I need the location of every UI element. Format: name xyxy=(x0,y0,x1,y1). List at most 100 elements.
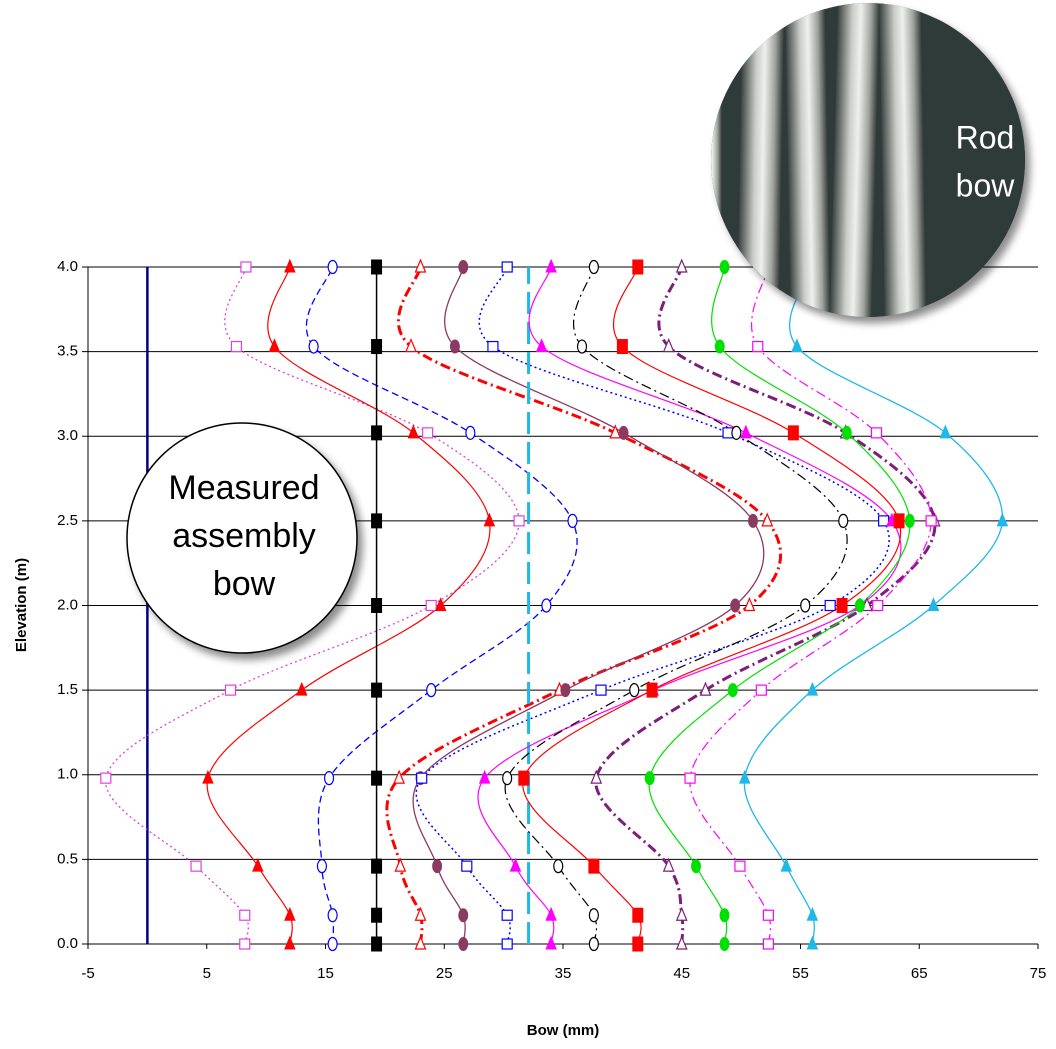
marker xyxy=(541,598,552,613)
photo-label: Rod xyxy=(956,119,1015,155)
marker xyxy=(327,259,338,275)
callout-text: assembly xyxy=(172,517,316,555)
marker xyxy=(422,427,434,439)
marker xyxy=(224,684,237,696)
marker xyxy=(252,857,264,872)
marker xyxy=(414,906,427,921)
marker xyxy=(836,598,848,613)
y-tick-label: 3.0 xyxy=(57,427,78,444)
marker xyxy=(371,936,383,952)
marker xyxy=(545,935,557,950)
y-tick-label: 1.0 xyxy=(57,766,78,783)
marker xyxy=(483,512,496,527)
marker xyxy=(872,599,884,612)
marker xyxy=(576,339,588,354)
rod xyxy=(879,3,927,317)
marker xyxy=(407,424,420,439)
marker xyxy=(762,938,775,950)
y-tick-label: 0.0 xyxy=(57,935,78,952)
marker xyxy=(296,681,308,696)
plot-area: 0.0 0.5 1.0 1.5 2.0 2.5 3.0 3.5 4.0 -5 5 15 25 35 45 55… xyxy=(57,258,1046,982)
marker xyxy=(268,338,281,353)
marker xyxy=(478,769,491,784)
marker xyxy=(699,681,712,696)
marker xyxy=(925,515,937,527)
marker xyxy=(327,936,338,952)
marker xyxy=(518,770,530,786)
marker xyxy=(854,598,865,613)
marker xyxy=(738,769,751,784)
marker xyxy=(230,340,243,353)
marker xyxy=(323,771,335,786)
marker xyxy=(755,684,767,696)
marker xyxy=(662,337,675,353)
marker xyxy=(190,860,202,872)
marker xyxy=(870,427,883,439)
rod-photo: Rod bow xyxy=(711,3,1025,317)
x-tick-label: 65 xyxy=(911,965,928,982)
marker xyxy=(371,770,383,786)
y-tick-label: 2.5 xyxy=(57,512,78,529)
marker xyxy=(841,425,852,440)
marker xyxy=(838,513,849,528)
marker xyxy=(405,337,417,353)
marker xyxy=(662,857,675,872)
x-tick-label: 5 xyxy=(203,965,211,982)
marker xyxy=(787,425,799,441)
marker xyxy=(545,906,557,921)
photo-label: bow xyxy=(956,167,1016,203)
y-axis-title: Elevation (m) xyxy=(13,558,30,652)
marker xyxy=(432,859,443,874)
marker xyxy=(371,598,383,613)
marker xyxy=(893,513,905,529)
marker xyxy=(632,259,644,275)
marker xyxy=(414,935,427,950)
marker xyxy=(752,340,764,353)
marker xyxy=(730,598,741,613)
x-tick-label: 55 xyxy=(792,965,809,982)
marker xyxy=(553,859,564,874)
x-axis-title: Bow (mm) xyxy=(527,1022,600,1039)
rod xyxy=(711,3,722,317)
marker xyxy=(501,909,513,921)
marker xyxy=(939,424,952,439)
marker xyxy=(449,339,460,354)
marker xyxy=(731,425,742,440)
callout-text: Measured xyxy=(168,469,319,507)
marker xyxy=(714,339,725,354)
marker xyxy=(426,683,437,698)
photo-rods xyxy=(711,3,1025,317)
marker xyxy=(588,908,599,923)
marker xyxy=(371,259,383,275)
marker xyxy=(675,906,688,921)
marker xyxy=(734,860,746,872)
marker xyxy=(675,258,688,273)
x-tick-label: 45 xyxy=(673,965,690,982)
marker xyxy=(393,769,406,784)
marker xyxy=(740,424,752,439)
marker xyxy=(284,935,296,950)
marker xyxy=(240,261,252,273)
marker xyxy=(371,682,383,698)
marker xyxy=(284,258,296,273)
rod xyxy=(829,3,881,317)
marker xyxy=(458,908,469,923)
y-tick-label: 3.5 xyxy=(57,343,78,360)
marker xyxy=(371,513,383,529)
marker xyxy=(560,683,571,698)
marker xyxy=(644,771,655,786)
callout-text: bow xyxy=(213,565,276,603)
marker xyxy=(595,684,607,696)
marker xyxy=(284,906,296,921)
marker xyxy=(434,597,447,611)
marker xyxy=(780,857,792,872)
marker xyxy=(632,907,644,923)
marker xyxy=(609,424,622,439)
marker xyxy=(239,938,251,950)
marker xyxy=(545,258,557,273)
marker xyxy=(308,339,319,354)
marker xyxy=(629,683,640,698)
marker xyxy=(425,599,437,612)
marker xyxy=(458,260,469,274)
